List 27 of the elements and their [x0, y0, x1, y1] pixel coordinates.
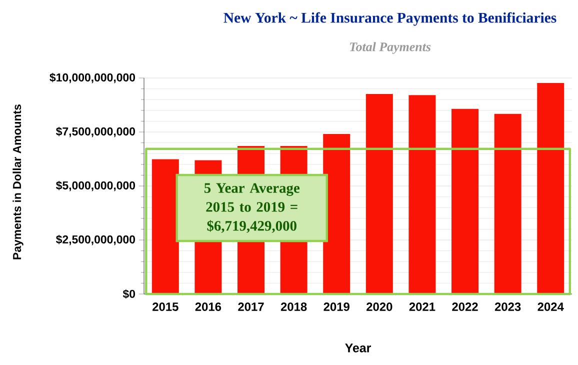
y-tick-label: $2,500,000,000 [56, 234, 136, 246]
y-tick-label: $5,000,000,000 [56, 180, 136, 192]
bar [152, 159, 179, 294]
chart-subtitle: Total Payments [350, 42, 431, 54]
y-axis-title: Payments in Dollar Amounts [12, 104, 24, 260]
x-tick-label: 2020 [366, 302, 392, 311]
y-tick-label: $7,500,000,000 [56, 126, 136, 138]
x-tick-label: 2019 [324, 302, 350, 311]
bar [408, 95, 436, 294]
ref-line-label: 5 Year Average 2015 to 2019 = $6,719,429,000 [204, 183, 300, 233]
bar [366, 94, 393, 294]
bar [494, 114, 522, 294]
y-tick-label: $10,000,000,000 [50, 72, 136, 84]
x-tick-label: 2016 [195, 302, 222, 311]
x-axis-title: Year [345, 344, 371, 352]
bar [452, 108, 479, 294]
x-tick-label: 2017 [238, 302, 264, 311]
bar [323, 134, 350, 294]
x-tick-label: 2022 [452, 302, 478, 311]
y-tick-label: $0 [122, 289, 136, 299]
x-tick-label: 2024 [538, 302, 564, 311]
x-tick-label: 2021 [409, 302, 436, 311]
x-tick-label: 2023 [494, 302, 521, 312]
chart-title: New York ~ Life Insurance Payments to Benificiaries [224, 12, 556, 26]
x-tick-label: 2018 [280, 302, 307, 311]
x-tick-label: 2015 [152, 302, 178, 311]
bar [537, 82, 564, 294]
